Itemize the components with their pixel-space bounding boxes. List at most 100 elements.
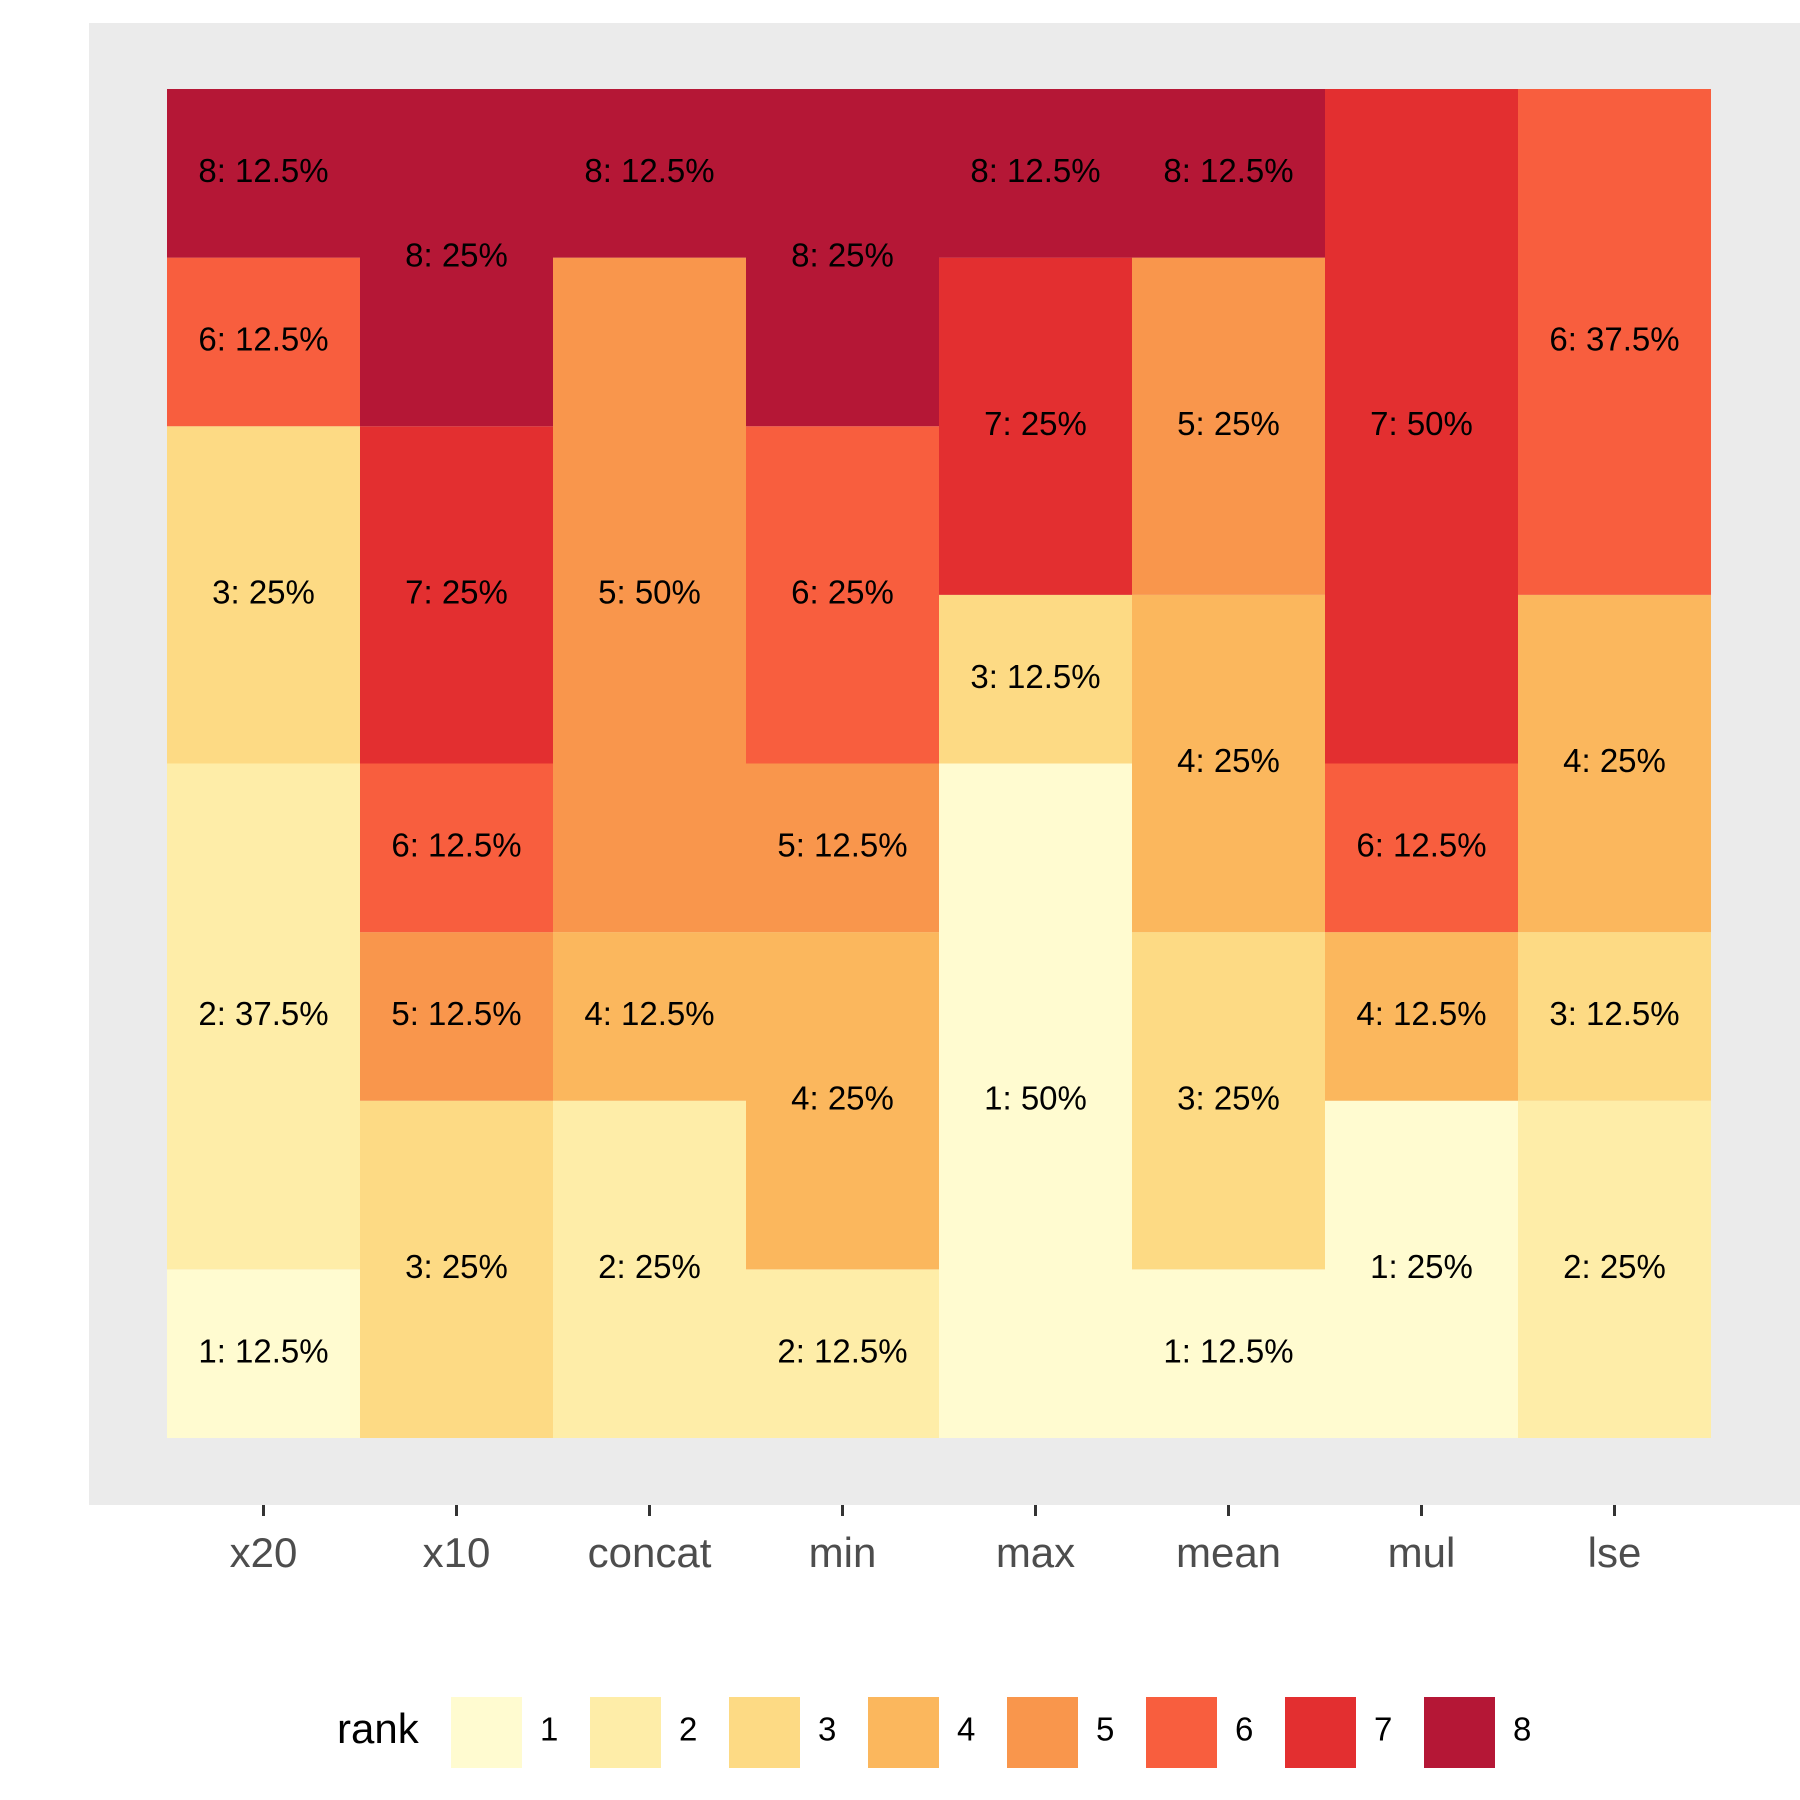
bar-segment-lse-rank-6	[1518, 89, 1711, 595]
bar-segment-min-rank-8	[746, 89, 939, 427]
segment-label-concat-rank-2: 2: 25%	[598, 1248, 701, 1285]
segment-label-mean-rank-3: 3: 25%	[1177, 1079, 1280, 1116]
segment-label-x20-rank-8: 8: 12.5%	[198, 152, 328, 189]
segment-label-mul-rank-7: 7: 50%	[1370, 405, 1473, 442]
bar-segment-max-rank-3	[939, 594, 1132, 764]
x-tick-label-mean: mean	[1176, 1529, 1281, 1576]
legend-key-1	[451, 1697, 522, 1768]
bar-segment-min-rank-2	[746, 1269, 939, 1438]
segment-label-min-rank-8: 8: 25%	[791, 236, 894, 273]
x-tick-label-mul: mul	[1388, 1529, 1456, 1576]
bar-segment-x20-rank-3	[167, 426, 360, 764]
bars-layer	[167, 89, 1711, 1438]
segment-label-mean-rank-4: 4: 25%	[1177, 742, 1280, 779]
segment-label-mean-rank-8: 8: 12.5%	[1163, 152, 1293, 189]
legend-label-5: 5	[1096, 1711, 1114, 1748]
segment-label-max-rank-1: 1: 50%	[984, 1079, 1087, 1116]
x-tick-label-x20: x20	[230, 1529, 298, 1576]
segment-labels-layer: 1: 12.5% 2: 37.5% 3: 25% 6: 12.5% 8: 12.5% 3:…	[198, 152, 1679, 1369]
legend-key-4	[868, 1697, 939, 1768]
segment-label-x20-rank-1: 1: 12.5%	[198, 1332, 328, 1369]
bar-segment-mul-rank-4	[1325, 932, 1518, 1101]
bar-segment-concat-rank-8	[553, 89, 746, 258]
legend-label-6: 6	[1235, 1711, 1253, 1748]
bar-segment-x10-rank-6	[360, 763, 553, 933]
bar-segment-lse-rank-4	[1518, 594, 1711, 933]
legend-key-5	[1007, 1697, 1078, 1768]
legend-key-3	[729, 1697, 800, 1768]
bar-segment-concat-rank-5	[553, 257, 746, 933]
segment-label-x10-rank-7: 7: 25%	[405, 574, 508, 611]
segment-label-max-rank-3: 3: 12.5%	[970, 658, 1100, 695]
segment-label-min-rank-6: 6: 25%	[791, 574, 894, 611]
x-tick-label-concat: concat	[588, 1529, 712, 1576]
x-tick-label-x10: x10	[423, 1529, 491, 1576]
legend-key-7	[1285, 1697, 1356, 1768]
segment-label-x10-rank-3: 3: 25%	[405, 1248, 508, 1285]
segment-label-concat-rank-5: 5: 50%	[598, 574, 701, 611]
bar-segment-min-rank-5	[746, 763, 939, 933]
segment-label-x10-rank-8: 8: 25%	[405, 236, 508, 273]
x-tick-label-lse: lse	[1588, 1529, 1642, 1576]
segment-label-lse-rank-4: 4: 25%	[1563, 742, 1666, 779]
bar-segment-mean-rank-1	[1132, 1269, 1325, 1438]
segment-label-min-rank-4: 4: 25%	[791, 1079, 894, 1116]
bar-segment-min-rank-4	[746, 932, 939, 1270]
x-tick-label-max: max	[996, 1529, 1075, 1576]
bar-segment-max-rank-1	[939, 763, 1132, 1438]
legend-label-7: 7	[1374, 1711, 1392, 1748]
bar-segment-x20-rank-2	[167, 763, 360, 1270]
bar-segment-mean-rank-8	[1132, 89, 1325, 258]
segment-label-max-rank-7: 7: 25%	[984, 405, 1087, 442]
segment-label-mean-rank-5: 5: 25%	[1177, 405, 1280, 442]
legend-key-6	[1146, 1697, 1217, 1768]
segment-label-min-rank-2: 2: 12.5%	[777, 1332, 907, 1369]
bar-segment-x10-rank-5	[360, 932, 553, 1101]
bar-segment-x20-rank-6	[167, 257, 360, 427]
segment-label-x10-rank-5: 5: 12.5%	[391, 995, 521, 1032]
bar-segment-lse-rank-2	[1518, 1100, 1711, 1438]
bar-segment-mean-rank-5	[1132, 257, 1325, 595]
segment-label-mul-rank-6: 6: 12.5%	[1356, 827, 1486, 864]
segment-label-concat-rank-4: 4: 12.5%	[584, 995, 714, 1032]
bar-segment-mean-rank-4	[1132, 594, 1325, 933]
segment-label-mul-rank-1: 1: 25%	[1370, 1248, 1473, 1285]
bar-segment-lse-rank-3	[1518, 932, 1711, 1101]
bar-segment-min-rank-6	[746, 426, 939, 764]
segment-label-lse-rank-2: 2: 25%	[1563, 1248, 1666, 1285]
bar-segment-mul-rank-6	[1325, 763, 1518, 933]
segment-label-x20-rank-3: 3: 25%	[212, 574, 315, 611]
legend-key-8	[1424, 1697, 1495, 1768]
bar-segment-x10-rank-7	[360, 426, 553, 764]
bar-segment-x20-rank-8	[167, 89, 360, 258]
segment-label-lse-rank-6: 6: 37.5%	[1549, 321, 1679, 358]
bar-segment-mul-rank-1	[1325, 1100, 1518, 1438]
legend-label-2: 2	[679, 1711, 697, 1748]
legend-label-8: 8	[1513, 1711, 1531, 1748]
bar-segment-max-rank-8	[939, 89, 1132, 258]
legend-label-1: 1	[540, 1711, 558, 1748]
bar-segment-max-rank-7	[939, 257, 1132, 595]
x-tick-label-min: min	[809, 1529, 877, 1576]
bar-segment-x20-rank-1	[167, 1269, 360, 1438]
segment-label-x20-rank-6: 6: 12.5%	[198, 321, 328, 358]
segment-label-lse-rank-3: 3: 12.5%	[1549, 995, 1679, 1032]
bar-segment-concat-rank-4	[553, 932, 746, 1101]
segment-label-min-rank-5: 5: 12.5%	[777, 827, 907, 864]
legend-label-3: 3	[818, 1711, 836, 1748]
bar-segment-x10-rank-3	[360, 1100, 553, 1438]
bar-segment-mul-rank-7	[1325, 89, 1518, 764]
segment-label-mul-rank-4: 4: 12.5%	[1356, 995, 1486, 1032]
legend-label-4: 4	[957, 1711, 975, 1748]
segment-label-max-rank-8: 8: 12.5%	[970, 152, 1100, 189]
segment-label-x10-rank-6: 6: 12.5%	[391, 827, 521, 864]
bar-segment-x10-rank-8	[360, 89, 553, 427]
segment-label-concat-rank-8: 8: 12.5%	[584, 152, 714, 189]
bar-segment-mean-rank-3	[1132, 932, 1325, 1270]
legend-title: rank	[337, 1705, 420, 1752]
segment-label-mean-rank-1: 1: 12.5%	[1163, 1332, 1293, 1369]
legend-key-2	[590, 1697, 661, 1768]
legend: rank 1 2 3 4 5 6 7 8	[337, 1697, 1531, 1768]
bar-segment-concat-rank-2	[553, 1100, 746, 1438]
